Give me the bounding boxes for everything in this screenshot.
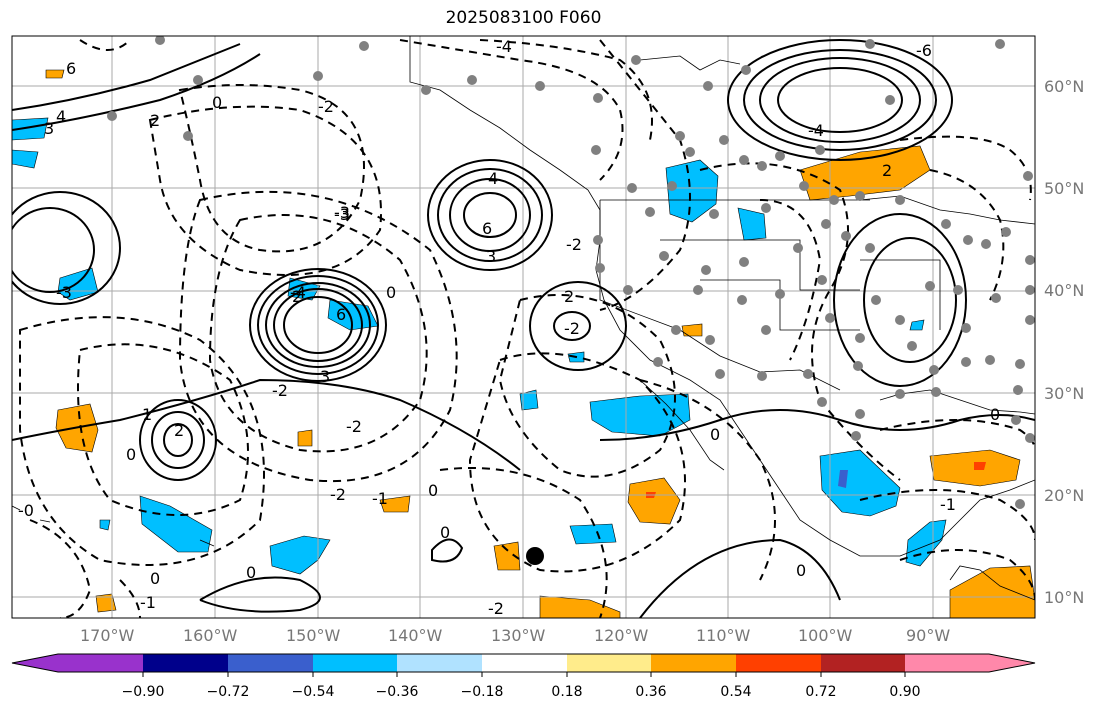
svg-text:-2: -2 [488, 599, 504, 618]
svg-text:2: 2 [564, 287, 574, 306]
lon-label: 100°W [798, 626, 853, 645]
svg-text:-6: -6 [916, 41, 932, 60]
colorbar-outline [11, 653, 1036, 673]
lat-label: 20°N [1044, 486, 1085, 505]
svg-text:-2: -2 [330, 485, 346, 504]
svg-text:3: 3 [320, 367, 330, 386]
svg-text:0: 0 [710, 425, 720, 444]
map-frame [11, 35, 1036, 619]
svg-text:-2: -2 [318, 97, 334, 116]
lat-label: 10°N [1044, 588, 1085, 607]
lon-label: 150°W [286, 626, 341, 645]
negative-contours [19, 39, 1035, 618]
colorbar-segment [905, 654, 989, 672]
svg-text:-4: -4 [496, 37, 512, 56]
lat-label: 40°N [1044, 281, 1085, 300]
svg-text:-0: -0 [18, 501, 34, 520]
colorbar-segment [989, 654, 1035, 672]
svg-text:6: 6 [482, 219, 492, 238]
lon-label: 110°W [696, 626, 751, 645]
lat-label: 60°N [1044, 77, 1085, 96]
colorbar-segment [821, 654, 905, 672]
colorbar-segment [736, 654, 821, 672]
colorbar-tick-label: 0.18 [551, 684, 583, 700]
colorbar-tick-label: 0.72 [805, 684, 837, 700]
svg-text:4: 4 [488, 169, 498, 188]
svg-text:-2: -2 [564, 319, 580, 338]
svg-text:0: 0 [990, 405, 1000, 424]
svg-text:2: 2 [150, 111, 160, 130]
positive-contours [12, 39, 967, 618]
svg-text:-1: -1 [940, 495, 956, 514]
svg-text:0: 0 [386, 283, 396, 302]
station-markers [107, 36, 1035, 509]
lat-label: 30°N [1044, 384, 1085, 403]
colorbar-segment [12, 654, 58, 672]
lon-label: 160°W [183, 626, 238, 645]
svg-text:0: 0 [150, 569, 160, 588]
graticule [12, 36, 1035, 618]
colorbar-segment [482, 654, 567, 672]
colorbar-segment [567, 654, 651, 672]
colorbar-tick-label: −0.90 [121, 684, 165, 700]
svg-text:6: 6 [66, 59, 76, 78]
lat-label: 50°N [1044, 179, 1085, 198]
svg-text:2: 2 [292, 287, 302, 306]
colorbar-tick-label: 0.90 [889, 684, 921, 700]
map-plot-area: 6 4 3 2 0 -2 -3 -4 -6 6 4 3 2 -2 -4 6 3 … [12, 36, 1035, 618]
svg-text:-4: -4 [808, 121, 824, 140]
positive-anomaly-regions [45, 69, 1035, 618]
zero-contours [12, 378, 1035, 471]
negative-anomaly-regions [12, 117, 947, 575]
svg-text:-4: -4 [290, 283, 306, 302]
lon-label: 90°W [906, 626, 951, 645]
svg-text:4: 4 [56, 107, 66, 126]
colorbar-segment [228, 654, 313, 672]
lon-label: 140°W [388, 626, 443, 645]
svg-text:-3: -3 [56, 283, 72, 302]
svg-text:0: 0 [428, 481, 438, 500]
colorbar-segment [58, 654, 143, 672]
svg-text:-1: -1 [140, 593, 156, 612]
colorbar-segment [143, 654, 228, 672]
colorbar-tick-label: 0.36 [635, 684, 667, 700]
svg-text:-3: -3 [334, 203, 350, 222]
colorbar [11, 653, 1036, 677]
svg-text:6: 6 [336, 305, 346, 324]
svg-text:0: 0 [440, 523, 450, 542]
colorbar-tick-label: −0.18 [460, 684, 504, 700]
colorbar-tick-label: −0.72 [206, 684, 250, 700]
svg-text:0: 0 [796, 561, 806, 580]
lon-label: 130°W [491, 626, 546, 645]
svg-text:3: 3 [44, 119, 54, 138]
deep-negative-core [838, 470, 848, 488]
map-title: 2025083100 F060 [445, 8, 602, 28]
svg-text:0: 0 [246, 563, 256, 582]
svg-text:-2: -2 [272, 381, 288, 400]
svg-text:2: 2 [882, 161, 892, 180]
target-location-marker [526, 547, 544, 565]
colorbar-segment [313, 654, 397, 672]
contour-labels: 6 4 3 2 0 -2 -3 -4 -6 6 4 3 2 -2 -4 6 3 … [18, 37, 1000, 618]
lon-label: 170°W [80, 626, 135, 645]
svg-text:-1: -1 [372, 489, 388, 508]
svg-text:-3: -3 [334, 205, 350, 224]
svg-text:-2: -2 [566, 235, 582, 254]
svg-text:-2: -2 [346, 417, 362, 436]
svg-text:2: 2 [174, 421, 184, 440]
coastlines [12, 36, 1035, 601]
colorbar-segment [651, 654, 736, 672]
lon-label: 120°W [594, 626, 649, 645]
svg-text:0: 0 [126, 445, 136, 464]
svg-text:3: 3 [486, 247, 496, 266]
svg-text:1: 1 [142, 405, 152, 424]
colorbar-tick-label: −0.36 [375, 684, 419, 700]
svg-text:0: 0 [212, 93, 222, 112]
colorbar-tick-label: 0.54 [720, 684, 752, 700]
colorbar-tick-label: −0.54 [291, 684, 335, 700]
colorbar-segment [397, 654, 482, 672]
